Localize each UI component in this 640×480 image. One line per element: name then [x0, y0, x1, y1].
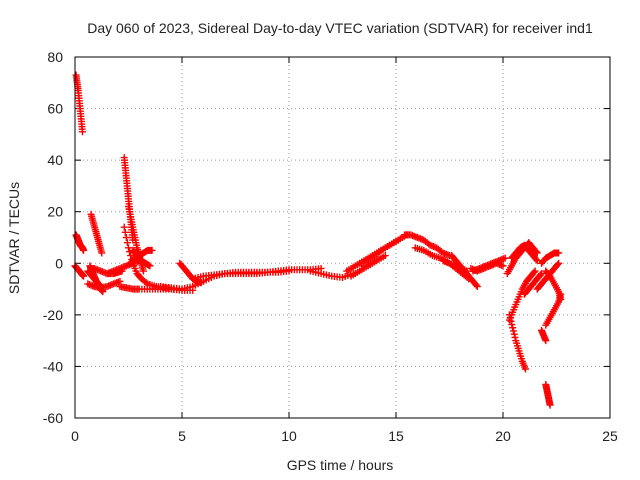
y-tick-label: 20 [47, 204, 63, 220]
y-tick-label: -20 [43, 307, 63, 323]
data-point-marker [80, 246, 88, 254]
data-point-marker [122, 234, 130, 241]
data-point-marker [121, 228, 129, 236]
data-point-marker [80, 272, 88, 280]
data-point-marker [501, 254, 509, 262]
data-point-marker [381, 252, 389, 260]
data-point-marker [509, 324, 517, 332]
data-point-marker [536, 271, 544, 279]
data-point-marker [511, 333, 519, 341]
chart-title: Day 060 of 2023, Sidereal Day-to-day VTE… [87, 20, 593, 36]
data-point-marker [139, 267, 147, 275]
data-point-marker [533, 257, 541, 265]
y-tick-label: 40 [47, 152, 63, 168]
data-point-marker [554, 261, 562, 269]
x-tick-label: 15 [388, 428, 404, 444]
data-point-marker [508, 321, 516, 329]
y-tick-label: 0 [55, 255, 63, 271]
y-axis: -60 -40 -20 0 20 40 60 80 [43, 49, 610, 426]
data-point-marker [463, 273, 471, 281]
data-point-marker [127, 252, 135, 260]
data-point-marker [465, 275, 473, 283]
data-point-marker [99, 288, 107, 296]
y-tick-label: -40 [43, 358, 63, 374]
plot-frame [74, 56, 611, 419]
data-point-marker [521, 365, 529, 373]
data-point-marker [532, 255, 540, 263]
data-point-marker [78, 128, 86, 136]
data-point-marker [125, 244, 132, 252]
data-point-marker [530, 268, 538, 276]
data-point-marker [472, 281, 480, 289]
y-tick-label: 60 [47, 101, 63, 117]
data-point-marker [123, 239, 131, 247]
data-point-marker [531, 267, 539, 275]
data-point-marker [555, 249, 563, 257]
x-tick-label: 0 [71, 428, 79, 444]
data-point-marker [128, 255, 136, 263]
x-axis: 0 5 10 15 20 25 [71, 57, 618, 444]
data-point-marker [509, 327, 517, 335]
data-point-marker [533, 249, 541, 257]
x-tick-label: 10 [281, 428, 297, 444]
plot-marks [71, 71, 565, 409]
x-tick-label: 25 [602, 428, 618, 444]
x-tick-label: 20 [495, 428, 511, 444]
x-axis-label: GPS time / hours [287, 457, 394, 473]
data-point-marker [394, 236, 402, 244]
data-point-marker [285, 267, 293, 275]
grid [75, 57, 610, 418]
y-tick-label: 80 [47, 49, 63, 65]
data-point-marker [473, 282, 481, 290]
data-point-marker [142, 279, 150, 287]
data-point-marker [148, 246, 156, 254]
y-tick-label: -60 [43, 410, 63, 426]
data-point-marker [510, 330, 518, 338]
data-point-marker [555, 259, 563, 267]
data-point-marker [499, 262, 507, 270]
data-point-marker [532, 248, 540, 256]
y-axis-label: SDTVAR / TECUs [6, 182, 22, 294]
data-point-marker [546, 401, 554, 409]
data-point-marker [557, 290, 565, 298]
data-point-marker [538, 270, 546, 278]
data-point-marker [126, 248, 134, 256]
data-point-marker [98, 249, 106, 257]
data-point-marker [120, 223, 128, 231]
x-tick-label: 5 [178, 428, 186, 444]
data-point-marker [146, 262, 154, 270]
data-point-marker [542, 337, 550, 345]
